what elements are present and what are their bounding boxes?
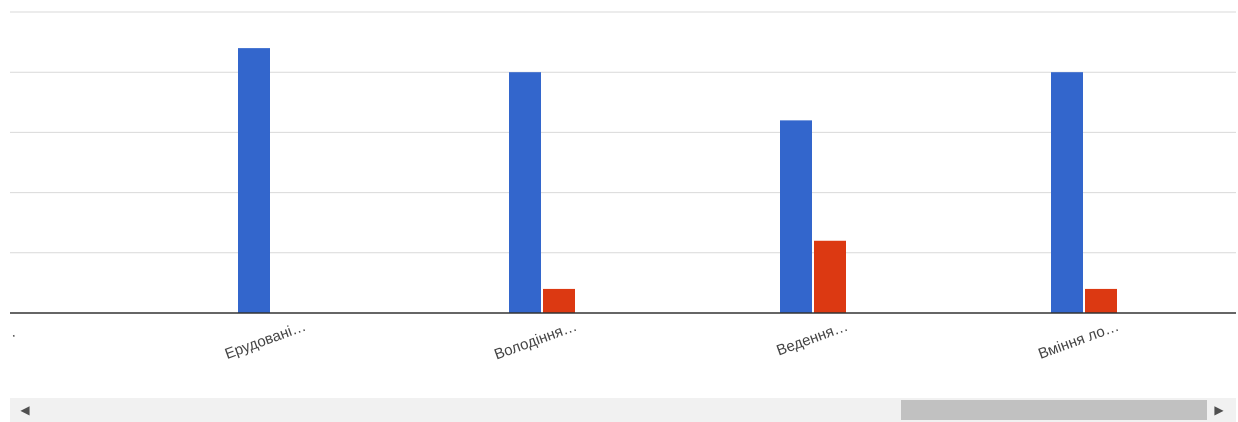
bar-series-1 [509, 72, 541, 313]
bar-chart: . Ерудовані… Володіння… Ведення… Вміння ло… [8, 11, 1236, 364]
x-tick-label: Ведення… [774, 318, 850, 360]
scrollbar-thumb[interactable] [901, 400, 1207, 420]
x-tick-labels: . Ерудовані… Володіння… Ведення… Вміння ло… [8, 318, 1122, 364]
bar-series-1 [1051, 72, 1083, 313]
bar-series-1 [238, 48, 270, 314]
bar-series-2 [1085, 288, 1117, 313]
bar-series-1 [780, 120, 812, 313]
triangle-left-icon[interactable]: ◀ [20, 403, 30, 417]
bar-series-2 [814, 240, 846, 313]
bar-series-2 [543, 288, 575, 313]
x-tick-label: Ерудовані… [223, 318, 309, 363]
x-tick-label: Володіння… [492, 318, 579, 364]
x-tick-label: . [8, 324, 18, 341]
horizontal-scrollbar[interactable]: ◀ ▶ [10, 398, 1236, 422]
gridlines [10, 11, 1236, 254]
x-tick-label: Вміння ло… [1036, 318, 1121, 363]
bars [238, 48, 1117, 314]
triangle-right-icon[interactable]: ▶ [1214, 403, 1224, 417]
